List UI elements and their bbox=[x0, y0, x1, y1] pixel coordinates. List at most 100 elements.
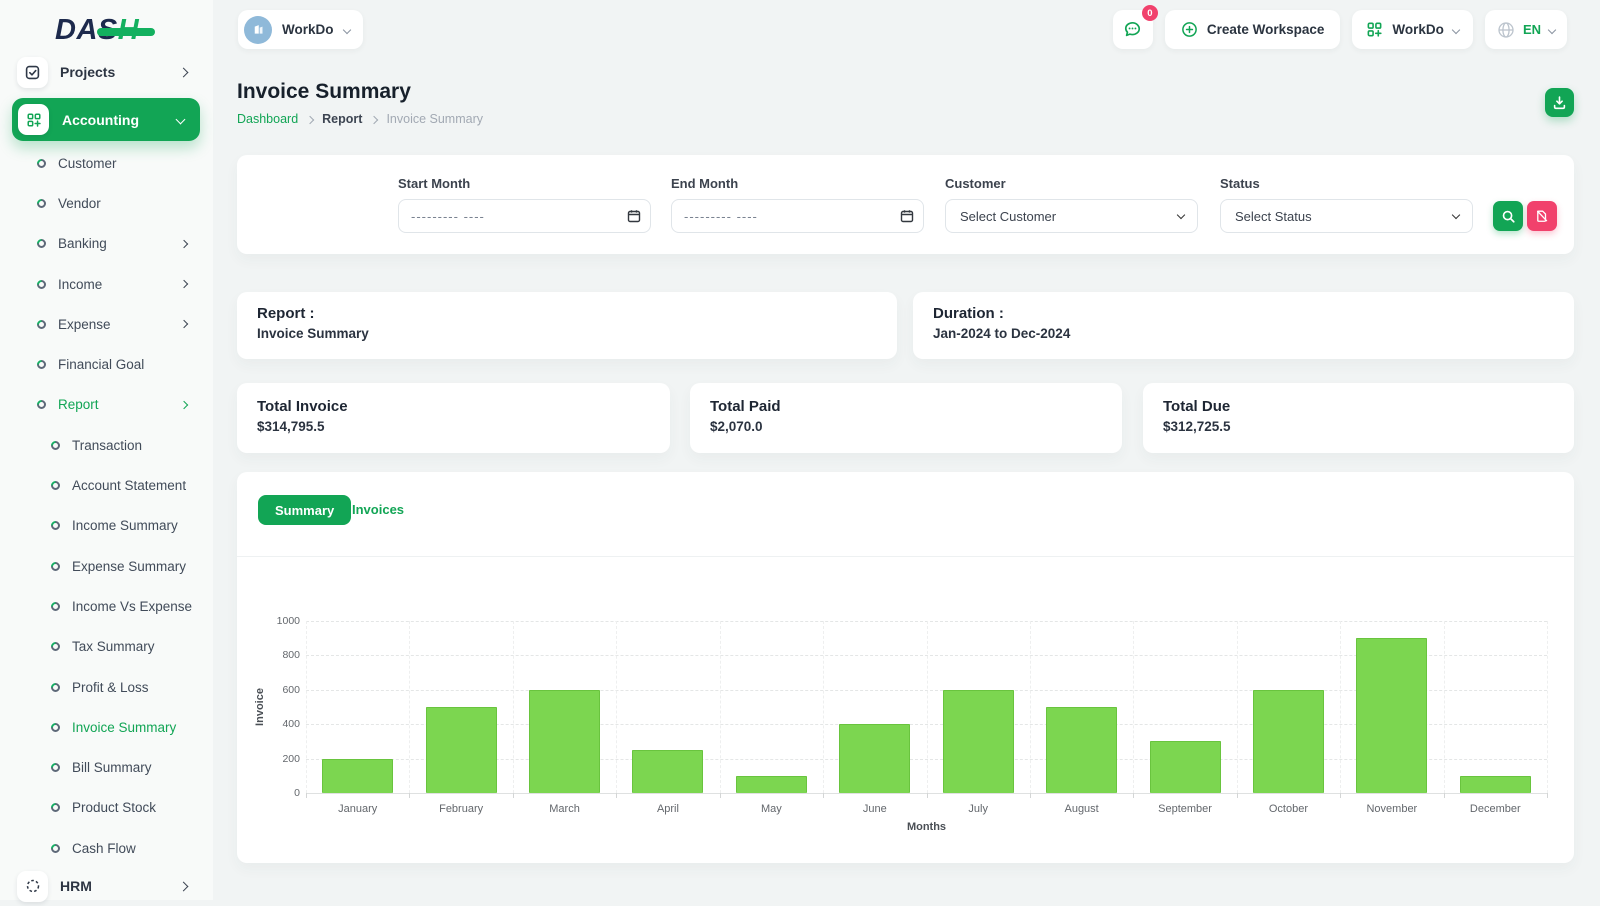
bullet-icon bbox=[35, 197, 48, 210]
x-tick-label: October bbox=[1268, 803, 1309, 815]
bullet-icon bbox=[49, 801, 62, 815]
x-tick-label: July bbox=[968, 803, 988, 815]
sidebar-item-income[interactable]: Income bbox=[0, 264, 213, 304]
bar-june bbox=[839, 724, 911, 793]
sidebar-item-expense-summary[interactable]: Expense Summary bbox=[0, 546, 213, 586]
breadcrumb-dashboard[interactable]: Dashboard bbox=[237, 112, 299, 126]
messages-button[interactable]: 0 bbox=[1112, 5, 1158, 49]
sidebar-item-projects[interactable]: Projects bbox=[0, 55, 213, 89]
report-value: Invoice Summary bbox=[257, 326, 369, 341]
sidebar-item-accounting[interactable]: Accounting bbox=[12, 98, 200, 141]
customer-select[interactable]: Select Customer bbox=[945, 199, 1198, 233]
bullet-icon bbox=[35, 156, 48, 170]
sidebar-item-profit-loss[interactable]: Profit & Loss bbox=[0, 667, 213, 707]
report-label: Report : bbox=[257, 305, 315, 322]
sidebar-item-transaction[interactable]: Transaction bbox=[0, 425, 213, 465]
customer-select-value: Select Customer bbox=[960, 208, 1057, 224]
tab-divider bbox=[237, 556, 1574, 557]
sidebar-item-label: Product Stock bbox=[72, 800, 157, 816]
sidebar-item-invoice-summary[interactable]: Invoice Summary bbox=[0, 707, 213, 747]
x-tick-label: April bbox=[656, 803, 679, 815]
bar-january bbox=[322, 758, 394, 793]
sidebar-item-label: Report bbox=[58, 397, 99, 413]
download-button[interactable] bbox=[1545, 88, 1574, 117]
y-tick-label: 0 bbox=[294, 787, 300, 799]
sidebar-item-bill-summary[interactable]: Bill Summary bbox=[0, 747, 213, 787]
bar-september bbox=[1149, 741, 1221, 793]
x-tick-label: February bbox=[439, 803, 484, 815]
v-gridline bbox=[1133, 621, 1135, 793]
chevron-down-icon bbox=[1451, 210, 1461, 220]
x-tickmark bbox=[1029, 793, 1031, 798]
y-tick-label: 400 bbox=[282, 718, 300, 731]
sidebar-item-income-summary[interactable]: Income Summary bbox=[0, 506, 213, 546]
app-logo[interactable]: DASH bbox=[55, 14, 156, 47]
sidebar-item-product-stock[interactable]: Product Stock bbox=[0, 788, 213, 828]
workspace-selector[interactable]: WorkDo bbox=[238, 10, 363, 49]
chevron-down-icon bbox=[342, 25, 351, 34]
calendar-icon[interactable] bbox=[900, 209, 914, 228]
sidebar-item-banking[interactable]: Banking bbox=[0, 224, 213, 264]
breadcrumb-current: Invoice Summary bbox=[386, 112, 483, 126]
sidebar-item-tax-summary[interactable]: Tax Summary bbox=[0, 627, 213, 667]
v-gridline bbox=[823, 621, 825, 793]
sidebar-item-vendor[interactable]: Vendor bbox=[0, 183, 213, 223]
x-tickmark bbox=[719, 793, 721, 798]
chevron-right-icon bbox=[178, 67, 189, 77]
total-paid-card: Total Paid $2,070.0 bbox=[690, 383, 1122, 453]
bullet-icon bbox=[49, 559, 62, 573]
create-workspace-button[interactable]: Create Workspace bbox=[1164, 10, 1341, 49]
bar-august bbox=[1046, 707, 1118, 793]
status-select-value: Select Status bbox=[1235, 208, 1312, 224]
x-tickmark bbox=[409, 793, 411, 798]
status-select[interactable]: Select Status bbox=[1220, 199, 1473, 233]
total-due-value: $312,725.5 bbox=[1163, 419, 1231, 434]
language-selector[interactable]: EN bbox=[1484, 10, 1567, 49]
end-month-input[interactable] bbox=[671, 199, 924, 233]
total-due-label: Total Due bbox=[1163, 398, 1231, 415]
y-tick-label: 600 bbox=[282, 683, 300, 696]
sidebar-item-hrm[interactable]: HRM bbox=[0, 866, 213, 906]
sidebar-item-cash-flow[interactable]: Cash Flow bbox=[0, 828, 213, 868]
x-tickmark bbox=[823, 793, 825, 798]
sidebar-item-label: Bill Summary bbox=[72, 760, 152, 776]
breadcrumb-separator-icon bbox=[370, 115, 379, 124]
total-invoice-label: Total Invoice bbox=[257, 398, 348, 415]
v-gridline bbox=[1547, 621, 1548, 793]
accounting-grid-icon bbox=[18, 104, 49, 135]
chevron-down-icon bbox=[1451, 25, 1461, 34]
bar-february bbox=[425, 707, 497, 793]
tab-summary[interactable]: Summary bbox=[258, 495, 352, 525]
x-tickmark bbox=[1133, 793, 1135, 798]
sidebar-item-customer[interactable]: Customer bbox=[0, 143, 213, 183]
v-gridline bbox=[616, 621, 618, 793]
bar-april bbox=[632, 750, 704, 793]
v-gridline bbox=[1029, 621, 1031, 793]
projects-checkbox-icon bbox=[17, 56, 48, 88]
x-tick-label: June bbox=[862, 803, 887, 815]
total-paid-value: $2,070.0 bbox=[710, 419, 763, 434]
x-tickmark bbox=[512, 793, 514, 798]
breadcrumb-report[interactable]: Report bbox=[322, 112, 363, 126]
hrm-dashed-circle-icon bbox=[17, 870, 48, 902]
sidebar-item-expense[interactable]: Expense bbox=[0, 304, 213, 344]
sidebar-item-financial-goal[interactable]: Financial Goal bbox=[0, 344, 213, 384]
tab-invoices[interactable]: Invoices bbox=[352, 502, 405, 517]
sidebar-item-account-statement[interactable]: Account Statement bbox=[0, 465, 213, 505]
reset-filter-button[interactable] bbox=[1527, 201, 1557, 231]
sidebar-submenu: Customer Vendor Banking Income Expense Financ… bbox=[0, 143, 213, 868]
x-tick-label: November bbox=[1366, 803, 1418, 815]
calendar-icon[interactable] bbox=[627, 209, 641, 228]
sidebar-item-report[interactable]: Report bbox=[0, 385, 213, 425]
chat-icon bbox=[1125, 21, 1141, 37]
report-info-card: Report : Invoice Summary bbox=[237, 292, 897, 359]
y-tick-label: 800 bbox=[282, 649, 300, 662]
chevron-down-icon bbox=[1176, 210, 1186, 220]
sidebar-item-income-vs-expense[interactable]: Income Vs Expense bbox=[0, 586, 213, 626]
sidebar-item-label: Banking bbox=[58, 236, 107, 252]
start-month-input[interactable] bbox=[398, 199, 651, 233]
bullet-icon bbox=[49, 761, 62, 774]
chevron-right-icon bbox=[179, 279, 189, 289]
apply-filter-button[interactable] bbox=[1493, 201, 1523, 231]
workdo-app-menu[interactable]: WorkDo bbox=[1352, 10, 1473, 49]
